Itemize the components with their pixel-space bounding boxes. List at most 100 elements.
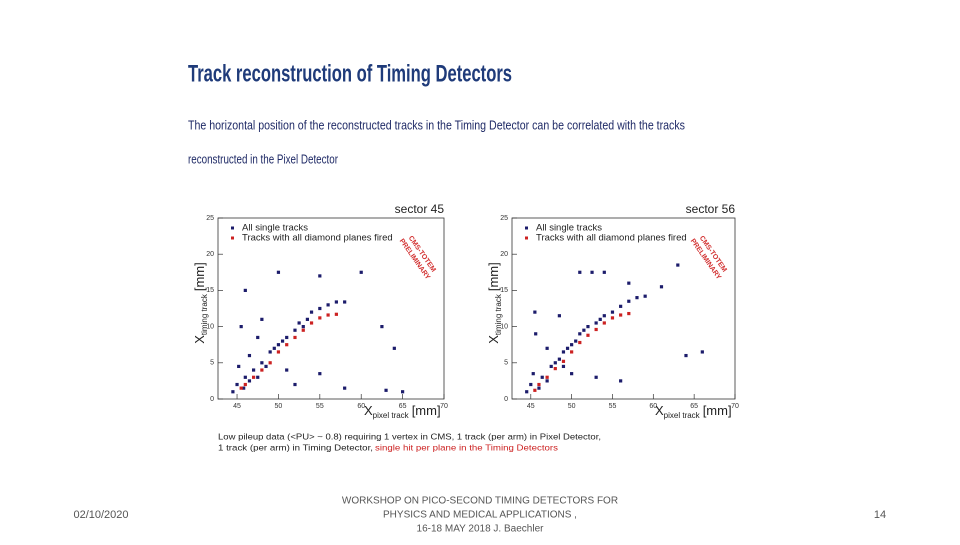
x-tick-label: 45 bbox=[527, 403, 535, 410]
data-point bbox=[684, 353, 688, 358]
data-point bbox=[561, 350, 566, 354]
data-point bbox=[610, 316, 615, 320]
data-point bbox=[594, 321, 598, 325]
data-point bbox=[293, 382, 297, 387]
y-axis-label-sub: timing track bbox=[494, 293, 503, 335]
chart-title: sector 45 bbox=[395, 202, 445, 216]
data-point bbox=[549, 364, 553, 369]
data-point bbox=[301, 328, 305, 332]
data-point bbox=[537, 382, 541, 387]
y-tick-label: 0 bbox=[504, 396, 508, 403]
data-point bbox=[561, 364, 566, 369]
y-tick-label: 15 bbox=[500, 287, 508, 294]
data-point bbox=[334, 300, 338, 304]
data-point bbox=[243, 375, 247, 379]
chart: 45 50 55 60 65 70 0 5 10 15 20 25 sector 56 Xpixel tr… bbox=[486, 202, 739, 420]
data-point bbox=[285, 335, 289, 340]
legend-label: All single tracks bbox=[242, 223, 308, 234]
data-point bbox=[359, 270, 363, 274]
data-point bbox=[285, 343, 289, 347]
plot-frame bbox=[511, 217, 736, 400]
data-point bbox=[553, 366, 557, 371]
data-point bbox=[276, 270, 281, 274]
data-point bbox=[533, 310, 537, 314]
data-point bbox=[676, 263, 680, 267]
data-point bbox=[594, 375, 598, 379]
x-axis-label: Xpixel track [mm] bbox=[655, 403, 732, 420]
x-tick-label: 55 bbox=[316, 403, 324, 410]
data-point bbox=[318, 316, 322, 320]
data-point bbox=[256, 375, 260, 379]
data-point bbox=[574, 339, 578, 343]
data-point bbox=[537, 386, 541, 390]
y-axis-label-main: X bbox=[192, 335, 207, 344]
data-point bbox=[545, 375, 549, 379]
data-point bbox=[700, 350, 704, 354]
y-axis-label-unit: [mm] bbox=[192, 262, 207, 291]
data-point bbox=[557, 357, 561, 361]
data-point bbox=[557, 314, 561, 318]
y-tick-label: 25 bbox=[500, 215, 508, 222]
data-point bbox=[525, 390, 529, 394]
data-point bbox=[570, 350, 574, 354]
data-point bbox=[260, 317, 264, 321]
y-axis-label: Xtiming track [mm] bbox=[486, 262, 503, 343]
data-point bbox=[590, 270, 594, 274]
x-axis-label: Xpixel track [mm] bbox=[364, 403, 441, 420]
data-point bbox=[602, 314, 606, 318]
data-point bbox=[268, 361, 272, 365]
x-tick-label: 70 bbox=[731, 403, 739, 410]
x-tick-label: 45 bbox=[233, 403, 241, 410]
data-point bbox=[610, 310, 615, 314]
data-point bbox=[280, 339, 285, 343]
data-point bbox=[578, 332, 582, 336]
data-point bbox=[272, 346, 276, 350]
y-tick-label: 10 bbox=[500, 323, 508, 330]
data-point bbox=[239, 325, 243, 329]
y-tick-label: 20 bbox=[500, 251, 508, 258]
data-point bbox=[392, 346, 396, 350]
data-point bbox=[297, 321, 301, 325]
data-point bbox=[401, 390, 405, 394]
slide-title: Track reconstruction of Timing Detectors bbox=[188, 60, 512, 87]
slide-text: reconstructed in the Pixel Detector bbox=[188, 151, 338, 166]
data-point bbox=[586, 325, 590, 329]
data-point bbox=[619, 304, 623, 308]
page-number: 14 bbox=[874, 509, 886, 521]
x-tick-label: 70 bbox=[440, 403, 448, 410]
x-tick-label: 60 bbox=[357, 403, 365, 410]
legend-marker bbox=[525, 226, 528, 230]
x-axis-label-sub: pixel track bbox=[373, 411, 410, 420]
footer-text: 16-18 MAY 2018 J. Baechler bbox=[417, 524, 545, 535]
data-point bbox=[268, 350, 272, 354]
data-point bbox=[326, 303, 330, 307]
data-point bbox=[260, 361, 264, 365]
data-point bbox=[545, 379, 549, 383]
y-tick-label: 10 bbox=[206, 323, 214, 330]
data-point bbox=[570, 372, 574, 376]
caption: Low pileup data (<PU> ~ 0.8) requiring 1… bbox=[218, 431, 601, 441]
data-point bbox=[561, 359, 566, 363]
data-point bbox=[239, 386, 243, 390]
x-tick-label: 50 bbox=[275, 403, 283, 410]
x-axis-label-sub: pixel track bbox=[664, 411, 701, 420]
legend-marker bbox=[525, 236, 528, 240]
data-point bbox=[578, 340, 582, 345]
data-point bbox=[635, 296, 639, 300]
data-point bbox=[256, 335, 260, 340]
data-point bbox=[276, 343, 281, 347]
data-point bbox=[384, 388, 388, 392]
data-point bbox=[545, 346, 549, 350]
data-point bbox=[231, 390, 235, 394]
data-point bbox=[293, 335, 297, 340]
data-point bbox=[540, 375, 544, 379]
data-point bbox=[305, 317, 310, 321]
footer-text: PHYSICS AND MEDICAL APPLICATIONS , bbox=[383, 510, 577, 521]
legend-label: Tracks with all diamond planes fired bbox=[536, 233, 687, 244]
data-point bbox=[533, 388, 537, 392]
legend-label: Tracks with all diamond planes fired bbox=[242, 233, 393, 244]
data-point bbox=[247, 379, 252, 383]
data-point bbox=[619, 313, 623, 317]
